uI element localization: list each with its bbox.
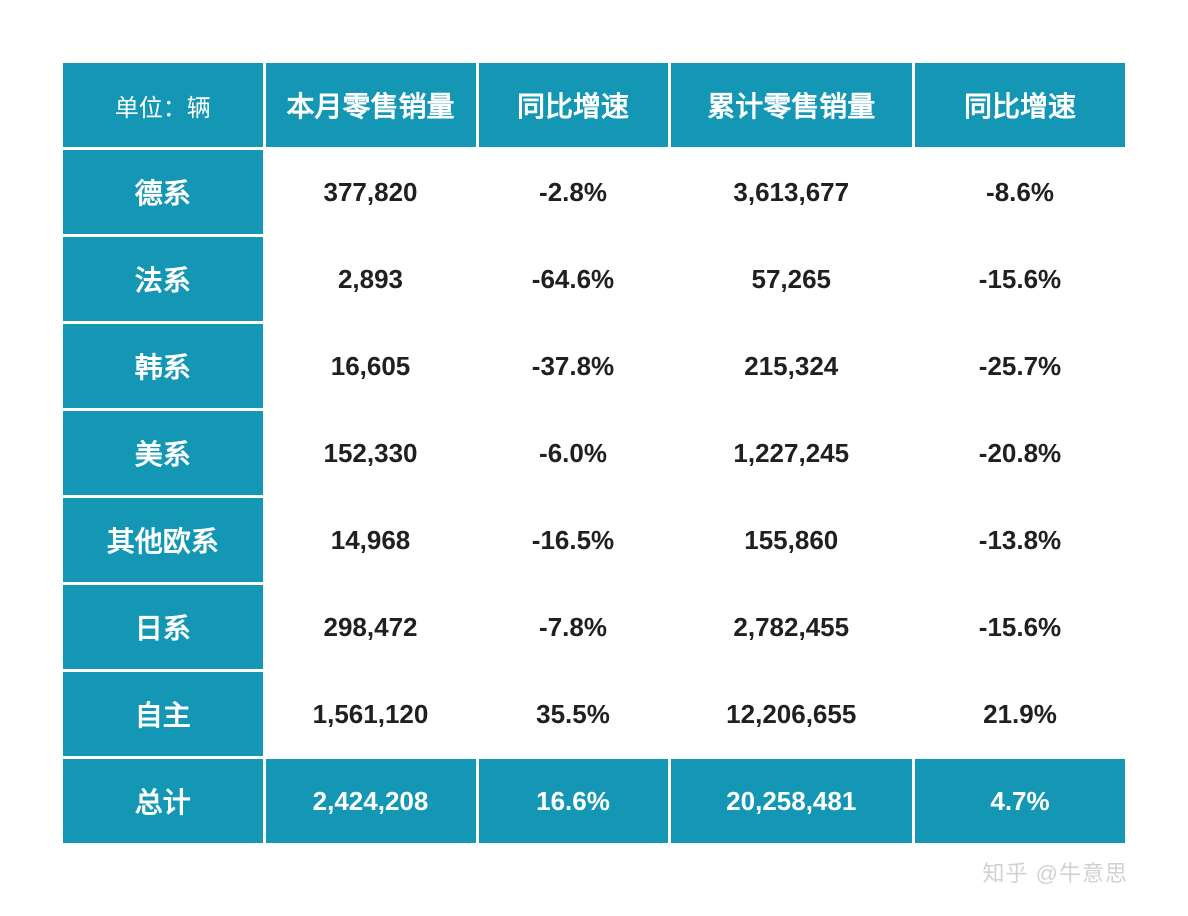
cell-cumulative-sales: 3,613,677	[671, 150, 913, 234]
row-label: 美系	[63, 411, 263, 495]
cell-monthly-sales: 2,893	[266, 237, 476, 321]
watermark-text: 知乎 @牛意思	[983, 856, 1128, 888]
cell-monthly-growth: -6.0%	[479, 411, 668, 495]
cell-cumulative-growth: 21.9%	[915, 672, 1125, 756]
cell-cumulative-sales: 57,265	[671, 237, 913, 321]
cell-monthly-growth: -16.5%	[479, 498, 668, 582]
cell-monthly-growth: -37.8%	[479, 324, 668, 408]
total-cumulative-growth: 4.7%	[915, 759, 1125, 843]
cell-monthly-sales: 1,561,120	[266, 672, 476, 756]
table-row: 日系 298,472 -7.8% 2,782,455 -15.6%	[63, 585, 1125, 669]
total-cumulative-sales: 20,258,481	[671, 759, 913, 843]
table-row: 韩系 16,605 -37.8% 215,324 -25.7%	[63, 324, 1125, 408]
cell-monthly-sales: 377,820	[266, 150, 476, 234]
cell-monthly-sales: 298,472	[266, 585, 476, 669]
table-row: 德系 377,820 -2.8% 3,613,677 -8.6%	[63, 150, 1125, 234]
cell-cumulative-sales: 2,782,455	[671, 585, 913, 669]
row-label: 法系	[63, 237, 263, 321]
cell-monthly-sales: 14,968	[266, 498, 476, 582]
cell-cumulative-growth: -8.6%	[915, 150, 1125, 234]
total-monthly-growth: 16.6%	[479, 759, 668, 843]
cell-cumulative-sales: 1,227,245	[671, 411, 913, 495]
table-row: 美系 152,330 -6.0% 1,227,245 -20.8%	[63, 411, 1125, 495]
total-monthly-sales: 2,424,208	[266, 759, 476, 843]
cell-cumulative-growth: -25.7%	[915, 324, 1125, 408]
header-monthly-growth: 同比增速	[479, 63, 668, 147]
cell-cumulative-sales: 155,860	[671, 498, 913, 582]
cell-cumulative-growth: -13.8%	[915, 498, 1125, 582]
cell-cumulative-sales: 12,206,655	[671, 672, 913, 756]
row-label: 日系	[63, 585, 263, 669]
cell-monthly-sales: 16,605	[266, 324, 476, 408]
row-label: 其他欧系	[63, 498, 263, 582]
sales-table: 单位：辆 本月零售销量 同比增速 累计零售销量 同比增速 德系 377,820 …	[60, 60, 1128, 846]
sales-table-container: 单位：辆 本月零售销量 同比增速 累计零售销量 同比增速 德系 377,820 …	[60, 60, 1128, 846]
cell-monthly-growth: -7.8%	[479, 585, 668, 669]
cell-cumulative-growth: -15.6%	[915, 237, 1125, 321]
header-cumulative-growth: 同比增速	[915, 63, 1125, 147]
table-row: 其他欧系 14,968 -16.5% 155,860 -13.8%	[63, 498, 1125, 582]
header-unit: 单位：辆	[63, 63, 263, 147]
cell-monthly-sales: 152,330	[266, 411, 476, 495]
row-label: 自主	[63, 672, 263, 756]
cell-cumulative-growth: -20.8%	[915, 411, 1125, 495]
cell-monthly-growth: -2.8%	[479, 150, 668, 234]
row-label: 德系	[63, 150, 263, 234]
row-label: 韩系	[63, 324, 263, 408]
table-total-row: 总计 2,424,208 16.6% 20,258,481 4.7%	[63, 759, 1125, 843]
table-row: 法系 2,893 -64.6% 57,265 -15.6%	[63, 237, 1125, 321]
cell-monthly-growth: 35.5%	[479, 672, 668, 756]
cell-cumulative-sales: 215,324	[671, 324, 913, 408]
total-label: 总计	[63, 759, 263, 843]
table-row: 自主 1,561,120 35.5% 12,206,655 21.9%	[63, 672, 1125, 756]
header-monthly-sales: 本月零售销量	[266, 63, 476, 147]
cell-monthly-growth: -64.6%	[479, 237, 668, 321]
table-header-row: 单位：辆 本月零售销量 同比增速 累计零售销量 同比增速	[63, 63, 1125, 147]
header-cumulative-sales: 累计零售销量	[671, 63, 913, 147]
cell-cumulative-growth: -15.6%	[915, 585, 1125, 669]
